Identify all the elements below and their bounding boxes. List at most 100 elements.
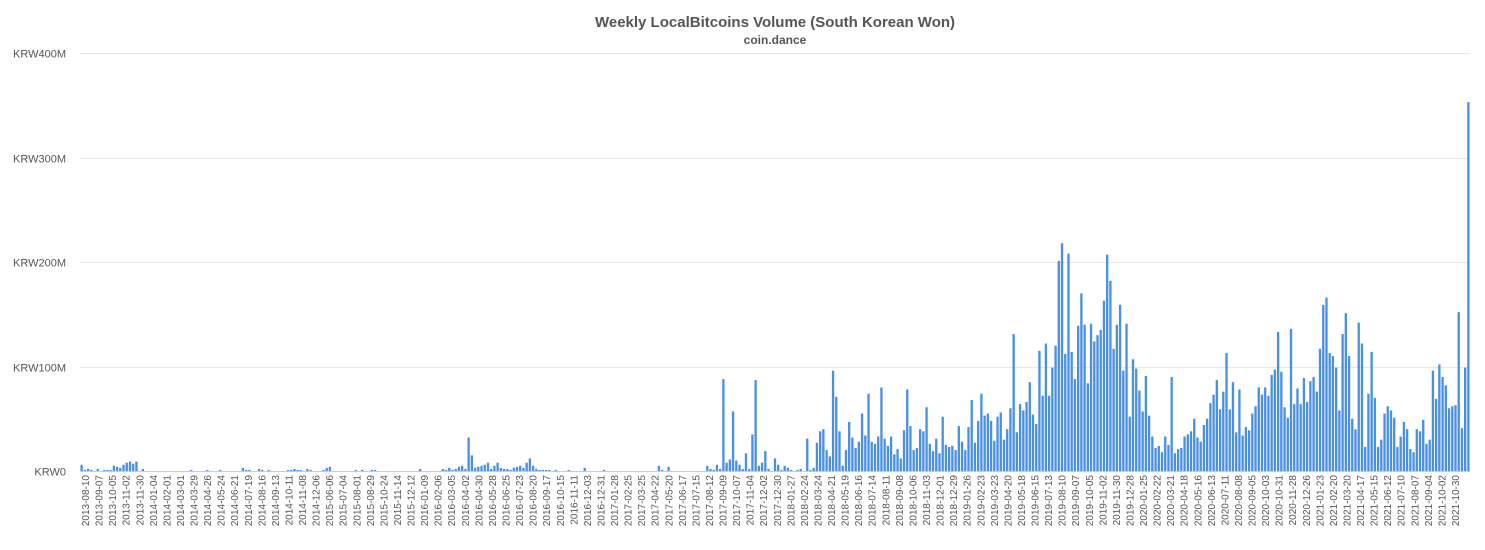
x-tick-label: 2018-12-29 (949, 475, 960, 527)
volume-bar (493, 465, 496, 471)
volume-bar (1115, 324, 1119, 471)
x-tick-label: 2019-09-07 (1071, 475, 1082, 527)
volume-bar (1418, 431, 1422, 471)
volume-bar (541, 469, 544, 471)
volume-bar (954, 450, 957, 471)
volume-bar (983, 415, 986, 471)
volume-bar (454, 468, 457, 471)
x-tick-label: 2021-06-12 (1383, 475, 1394, 527)
x-tick-label: 2014-05-24 (217, 475, 228, 527)
volume-bar (306, 468, 309, 471)
x-tick-label: 2017-07-15 (691, 475, 702, 527)
x-tick-label: 2021-10-02 (1437, 475, 1448, 527)
x-tick-label: 2016-09-17 (542, 475, 553, 527)
volume-bar (899, 458, 902, 471)
x-tick-label: 2017-04-22 (651, 475, 662, 527)
volume-bar (925, 407, 928, 471)
volume-bar (461, 465, 464, 471)
volume-bar (567, 469, 570, 471)
volume-bar (1241, 435, 1244, 471)
y-tick-label: KRW200M (13, 258, 66, 270)
volume-bar (722, 379, 725, 471)
volume-bar (1141, 411, 1144, 471)
x-tick-label: 2014-11-08 (298, 475, 309, 526)
volume-bar (106, 469, 109, 471)
volume-bar (354, 469, 357, 471)
x-tick-label: 2014-06-21 (230, 475, 241, 527)
y-gridlines (80, 53, 1470, 368)
x-tick-label: 2013-10-05 (108, 475, 119, 527)
volume-bar (1235, 432, 1238, 471)
volume-bar (1006, 429, 1009, 471)
volume-bar (480, 465, 483, 471)
volume-bar (1276, 332, 1280, 471)
volume-bar (767, 468, 770, 471)
volume-bar (1206, 418, 1209, 471)
volume-bar (506, 468, 509, 471)
volume-bar (1289, 328, 1293, 471)
x-tick-label: 2015-06-06 (325, 475, 336, 527)
volume-bar (1173, 453, 1177, 471)
x-tick-label: 2019-06-15 (1031, 475, 1042, 527)
x-axis-tick-labels: 2013-08-10 2013-09-07 2013-10-05 2013-11-02… (81, 475, 1462, 527)
x-tick-label: 2020-02-22 (1153, 475, 1164, 527)
x-tick-label: 2015-10-24 (379, 475, 390, 527)
volume-bar (1270, 374, 1273, 471)
volume-bar (822, 429, 825, 471)
volume-bar (1325, 297, 1328, 471)
x-tick-label: 2018-02-24 (800, 475, 811, 527)
x-tick-label: 2016-03-05 (447, 475, 458, 527)
volume-bar (1106, 254, 1109, 471)
volume-bar (1047, 395, 1051, 471)
x-tick-label: 2020-11-28 (1288, 475, 1299, 526)
volume-bar (1164, 436, 1167, 471)
volume-bar (1273, 369, 1277, 471)
volume-bar (748, 468, 751, 471)
volume-bar (828, 456, 831, 471)
volume-bar (657, 465, 661, 471)
volume-bar (1396, 446, 1399, 471)
x-tick-label: 2016-06-25 (502, 475, 513, 527)
volume-bar (915, 448, 919, 471)
volume-bar (83, 469, 86, 471)
volume-bar (1222, 391, 1225, 471)
x-tick-label: 2019-07-13 (1044, 475, 1055, 527)
volume-bar (1054, 345, 1057, 471)
volume-bar (1460, 428, 1464, 471)
x-tick-label: 2020-05-16 (1193, 475, 1204, 527)
volume-bar (1135, 368, 1138, 471)
volume-bar (299, 469, 303, 471)
volume-bar (1431, 370, 1435, 471)
volume-bar (867, 393, 870, 471)
volume-bar (1183, 436, 1186, 471)
volume-bar (964, 450, 967, 471)
volume-bar (1031, 414, 1035, 471)
x-tick-label: 2020-01-25 (1139, 475, 1150, 527)
volume-bar (544, 469, 548, 471)
volume-bar (115, 466, 119, 471)
volume-bar (851, 437, 854, 471)
volume-bar (967, 427, 970, 471)
volume-bar (103, 469, 106, 471)
volume-bar (870, 441, 873, 471)
volume-bar (1035, 423, 1038, 471)
x-tick-label: 2019-04-20 (1003, 475, 1014, 527)
volume-bar (1154, 448, 1157, 471)
volume-bar (786, 467, 790, 471)
volume-bar (1128, 416, 1131, 471)
volume-bar (1318, 348, 1322, 471)
volume-bar (1328, 352, 1331, 471)
volume-bar (931, 451, 935, 471)
volume-bar (812, 467, 815, 471)
volume-bar (1209, 403, 1212, 471)
volume-bar (528, 458, 532, 471)
volume-bar (760, 462, 764, 471)
volume-bar (880, 387, 883, 471)
chart-subtitle: coin.dance (744, 33, 807, 47)
volume-bar (1151, 436, 1154, 471)
x-tick-label: 2013-09-07 (95, 475, 106, 527)
volume-bar (1254, 406, 1257, 471)
volume-bar (918, 429, 922, 471)
volume-bar (1393, 417, 1396, 471)
volume-bar (1441, 376, 1444, 471)
